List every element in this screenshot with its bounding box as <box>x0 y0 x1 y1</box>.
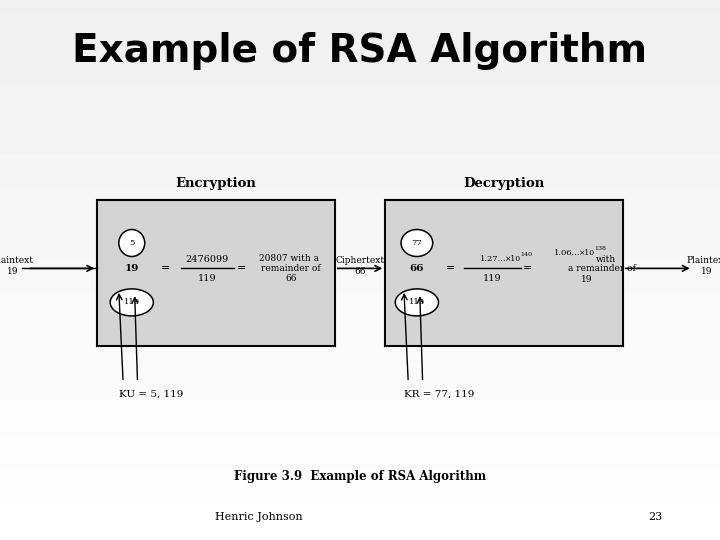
Text: Encryption: Encryption <box>176 177 256 190</box>
Text: 66: 66 <box>410 264 424 273</box>
Text: 138: 138 <box>594 246 606 251</box>
Text: Ciphertext: Ciphertext <box>336 256 384 265</box>
Text: KU = 5, 119: KU = 5, 119 <box>119 390 184 399</box>
Text: =: = <box>446 264 456 273</box>
Ellipse shape <box>119 230 145 256</box>
Text: 66: 66 <box>285 274 297 282</box>
Text: 119: 119 <box>124 299 140 306</box>
Text: 77: 77 <box>412 239 422 247</box>
Text: Plaintext: Plaintext <box>0 256 33 265</box>
Text: 19: 19 <box>7 267 19 276</box>
Text: 19: 19 <box>581 275 593 284</box>
Ellipse shape <box>401 230 433 256</box>
Text: Figure 3.9  Example of RSA Algorithm: Figure 3.9 Example of RSA Algorithm <box>234 470 486 483</box>
Text: Example of RSA Algorithm: Example of RSA Algorithm <box>73 32 647 70</box>
Text: 20807 with a: 20807 with a <box>258 254 319 263</box>
Text: =: = <box>161 264 171 273</box>
Text: 19: 19 <box>701 267 713 276</box>
Text: 119: 119 <box>409 299 425 306</box>
Ellipse shape <box>110 289 153 316</box>
Text: 1.06...: 1.06... <box>554 249 580 257</box>
Ellipse shape <box>395 289 438 316</box>
Text: with: with <box>595 255 616 264</box>
Text: ×10: ×10 <box>579 249 595 257</box>
Text: 23: 23 <box>648 512 662 522</box>
Text: Plaintext: Plaintext <box>687 256 720 265</box>
FancyBboxPatch shape <box>97 200 335 346</box>
Text: 2476099: 2476099 <box>186 255 229 264</box>
Text: =: = <box>236 264 246 273</box>
Text: remainder of: remainder of <box>261 264 320 273</box>
Text: =: = <box>522 264 532 273</box>
Text: ×10: ×10 <box>505 255 521 263</box>
Text: KR = 77, 119: KR = 77, 119 <box>404 390 474 399</box>
Text: 19: 19 <box>125 264 139 273</box>
Text: Henric Johnson: Henric Johnson <box>215 512 303 522</box>
Text: 5: 5 <box>129 239 135 247</box>
Text: 1.27...: 1.27... <box>480 255 507 263</box>
Text: 119: 119 <box>483 274 502 282</box>
Text: 66: 66 <box>354 267 366 276</box>
Text: a remainder of: a remainder of <box>568 265 636 273</box>
Text: 119: 119 <box>198 274 217 282</box>
Text: 140: 140 <box>521 252 533 257</box>
Text: Decryption: Decryption <box>464 177 544 190</box>
FancyBboxPatch shape <box>385 200 623 346</box>
